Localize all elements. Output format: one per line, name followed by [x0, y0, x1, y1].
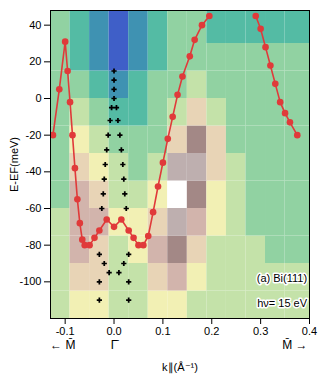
svg-text:0.2: 0.2 — [204, 325, 219, 337]
svg-text:20: 20 — [29, 55, 41, 67]
svg-text:E-EF(meV): E-EF(meV) — [8, 137, 20, 192]
svg-text:-60: -60 — [26, 202, 42, 214]
svg-text:(a) Bi(111): (a) Bi(111) — [257, 272, 307, 284]
svg-text:-0.1: -0.1 — [56, 325, 75, 337]
svg-text:← M̄: ← M̄ — [50, 338, 75, 352]
svg-text:-80: -80 — [26, 239, 42, 251]
svg-text:Γ̄: Γ̄ — [111, 338, 120, 352]
svg-text:0.3: 0.3 — [253, 325, 268, 337]
svg-text:0.1: 0.1 — [155, 325, 170, 337]
svg-text:hν= 15 eV: hν= 15 eV — [257, 297, 308, 309]
svg-text:M̄ →: M̄ → — [282, 338, 307, 352]
svg-text:-100: -100 — [19, 275, 41, 287]
svg-text:-40: -40 — [26, 165, 42, 177]
svg-text:0.4: 0.4 — [302, 325, 317, 337]
svg-text:-20: -20 — [26, 129, 42, 141]
svg-text:0: 0 — [35, 92, 41, 104]
svg-text:k∥(Å⁻¹): k∥(Å⁻¹) — [162, 361, 198, 374]
svg-text:40: 40 — [29, 19, 41, 31]
svg-text:0.0: 0.0 — [106, 325, 121, 337]
